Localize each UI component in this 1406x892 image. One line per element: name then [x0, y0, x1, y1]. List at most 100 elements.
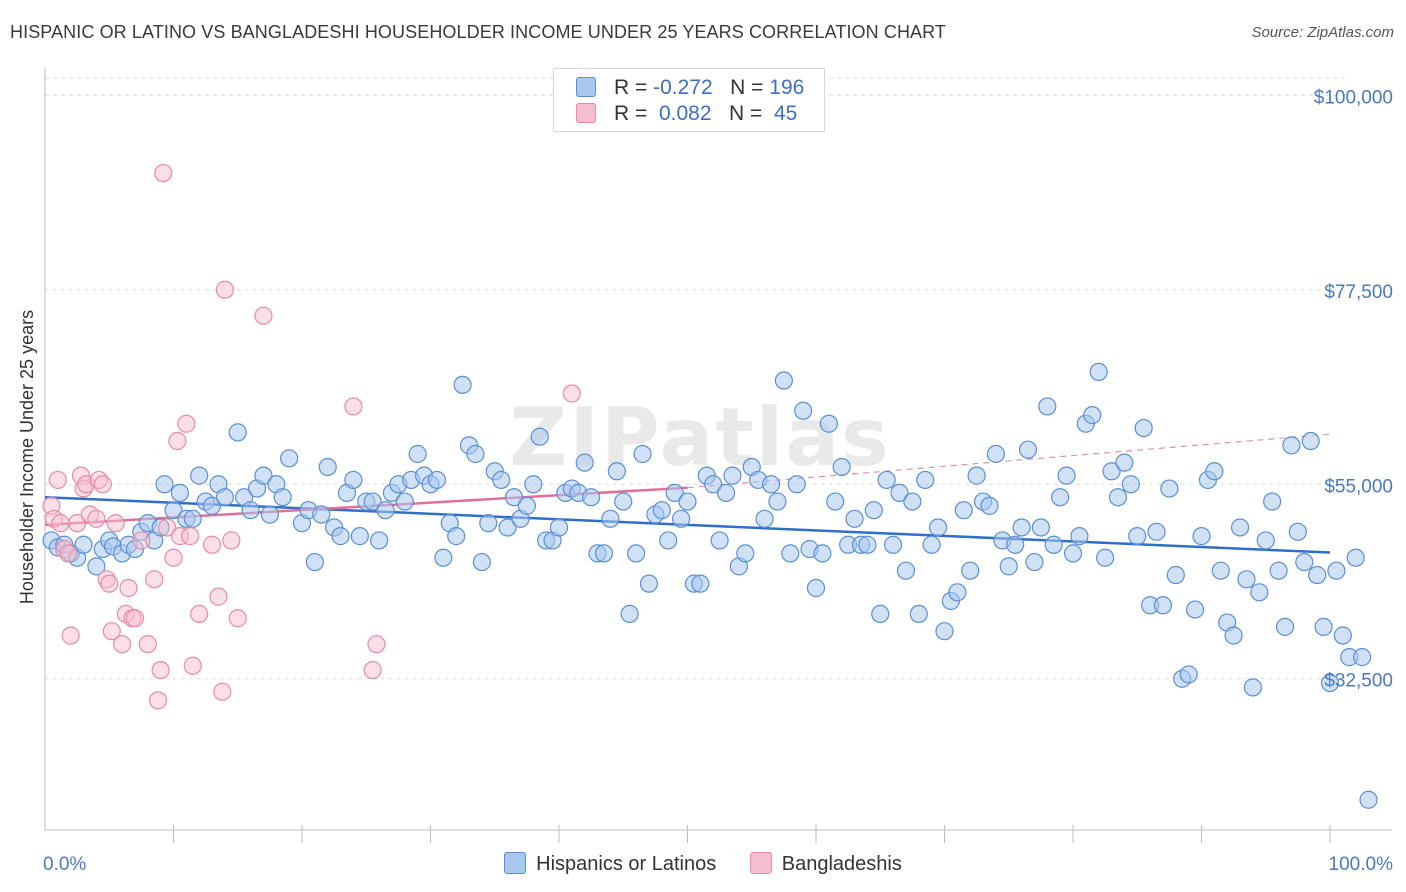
point-hispanics [1160, 479, 1179, 498]
n-label: N = [730, 76, 764, 99]
point-bangladeshis [190, 604, 209, 624]
point-bangladeshis [61, 626, 80, 645]
x-tick-label-min: 0.0% [43, 854, 86, 875]
point-hispanics [1295, 552, 1314, 572]
point-hispanics [903, 492, 922, 511]
point-hispanics [922, 535, 941, 554]
point-hispanics [1192, 527, 1211, 546]
point-hispanics [504, 488, 524, 507]
point-hispanics [704, 475, 723, 494]
point-hispanics [832, 457, 851, 477]
point-hispanics [1250, 583, 1269, 602]
point-hispanics [1006, 535, 1025, 554]
point-hispanics [1205, 462, 1224, 481]
point-hispanics [980, 496, 999, 515]
point-hispanics [370, 531, 389, 550]
point-hispanics [492, 470, 511, 490]
point-hispanics [190, 466, 209, 485]
point-hispanics [935, 622, 954, 641]
source-credit: Source: ZipAtlas.com [1251, 24, 1394, 41]
point-bangladeshis [112, 635, 132, 654]
point-bangladeshis [344, 397, 363, 416]
trend-line-bangladeshis-extension [687, 433, 1331, 489]
point-hispanics [427, 470, 447, 490]
point-hispanics [1089, 362, 1108, 381]
point-hispanics [408, 444, 427, 464]
point-hispanics [594, 544, 614, 563]
point-hispanics [87, 557, 106, 576]
point-bangladeshis [100, 574, 119, 593]
point-hispanics [466, 444, 485, 464]
legend-label: Hispanics or Latinos [536, 853, 717, 875]
point-hispanics [1359, 790, 1378, 809]
point-bangladeshis [68, 514, 87, 533]
point-hispanics [620, 604, 639, 624]
point-hispanics [909, 604, 928, 624]
point-bangladeshis [228, 609, 247, 628]
y-tick-label: $77,500 [1324, 282, 1393, 303]
point-hispanics [736, 544, 755, 563]
point-hispanics [607, 462, 626, 481]
point-hispanics [1282, 436, 1301, 455]
point-hispanics [723, 466, 742, 485]
point-hispanics [74, 535, 93, 554]
watermark: ZIPatlas [509, 391, 891, 484]
point-hispanics [1096, 548, 1115, 567]
point-hispanics [479, 514, 498, 533]
point-hispanics [1308, 565, 1327, 585]
point-hispanics [1070, 527, 1089, 546]
point-hispanics [1121, 475, 1140, 494]
point-hispanics [806, 578, 826, 598]
point-hispanics [1166, 565, 1185, 585]
point-hispanics [363, 492, 382, 511]
point-hispanics [1147, 522, 1166, 541]
point-bangladeshis [363, 660, 382, 680]
legend-item-bangladeshis[interactable]: Bangladeshis [749, 852, 902, 876]
point-bangladeshis [202, 535, 222, 554]
point-hispanics [858, 535, 877, 554]
point-hispanics [530, 427, 549, 446]
point-bangladeshis [102, 622, 121, 641]
point-hispanics [761, 475, 781, 494]
point-hispanics [376, 501, 395, 520]
series-legend: Hispanics or Latinos Bangladeshis [0, 852, 1406, 876]
point-bangladeshis [151, 660, 170, 680]
point-hispanics [1263, 492, 1282, 511]
point-hispanics [755, 509, 774, 528]
point-hispanics [768, 492, 787, 511]
point-hispanics [1256, 531, 1275, 550]
point-bangladeshis [209, 587, 228, 606]
chart-title: HISPANIC OR LATINO VS BANGLADESHI HOUSEH… [10, 22, 947, 42]
point-bangladeshis [181, 527, 200, 546]
point-hispanics [961, 561, 980, 580]
point-hispanics [1237, 570, 1256, 589]
point-hispanics [665, 483, 684, 502]
point-hispanics [1031, 518, 1050, 537]
point-hispanics [228, 423, 247, 442]
point-hispanics [1243, 678, 1263, 697]
point-hispanics [928, 518, 948, 537]
point-hispanics [1301, 431, 1320, 451]
point-bangladeshis [254, 306, 273, 325]
point-hispanics [1108, 488, 1128, 507]
legend-swatch-pink [576, 103, 596, 123]
axes [44, 68, 1392, 843]
point-hispanics [331, 527, 350, 546]
x-tick-label-max: 100.0% [1329, 854, 1394, 875]
point-hispanics [183, 509, 202, 528]
point-hispanics [1288, 522, 1307, 541]
legend-item-hispanics[interactable]: Hispanics or Latinos [504, 852, 716, 876]
point-hispanics [614, 492, 633, 511]
y-tick-label: $32,500 [1324, 671, 1393, 692]
point-hispanics [794, 401, 813, 420]
legend-swatch-blue [504, 852, 527, 874]
point-bangladeshis [164, 548, 183, 567]
point-hispanics [774, 371, 793, 390]
y-axis-label: Householder Income Under 25 years [17, 310, 37, 604]
point-hispanics [318, 457, 337, 477]
point-hispanics [434, 548, 453, 567]
point-hispanics [215, 488, 234, 507]
point-hispanics [1333, 626, 1352, 645]
point-hispanics [1327, 561, 1346, 580]
